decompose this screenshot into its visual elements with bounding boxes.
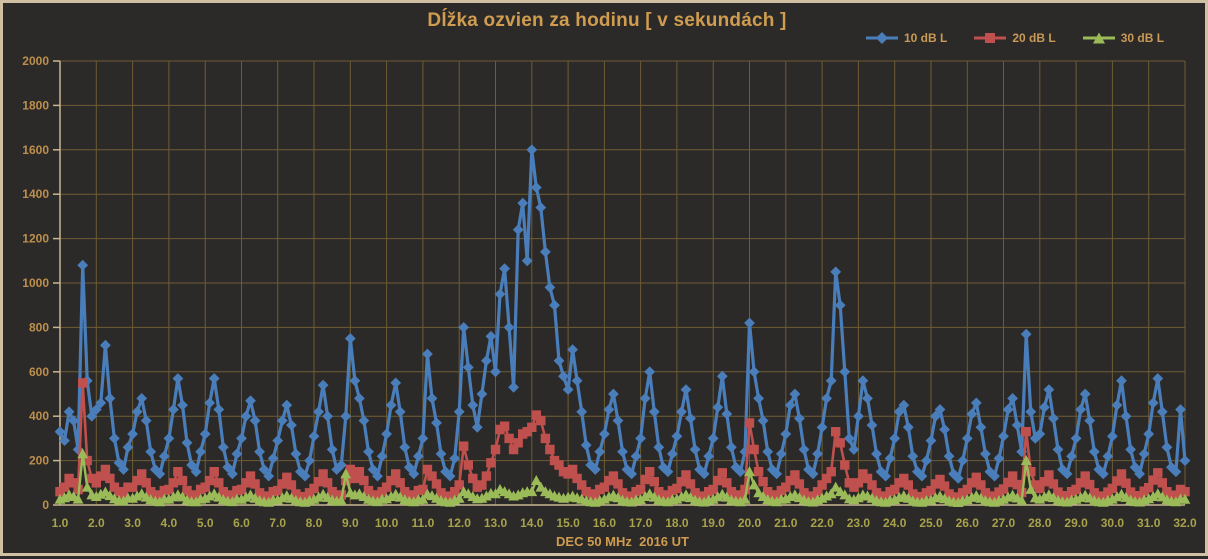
y-tick-label: 400 [29,409,49,423]
y-tick-label: 1400 [22,187,49,201]
legend-item-10dbl: 10 dB L [865,31,947,45]
x-tick-label: 30.0 [1101,516,1125,530]
x-tick-label: 6.0 [233,516,250,530]
x-tick-label: 18.0 [665,516,689,530]
y-tick-label: 1600 [22,143,49,157]
y-tick-label: 1800 [22,98,49,112]
x-tick-label: 2.0 [88,516,105,530]
gridlines [59,60,1186,505]
y-tick-label: 600 [29,365,49,379]
x-tick-label: 10.0 [375,516,399,530]
x-tick-label: 14.0 [520,516,544,530]
x-tick-label: 16.0 [593,516,617,530]
x-tick-label: 5.0 [197,516,214,530]
x-tick-label: 11.0 [412,516,435,530]
series-markers [54,448,1191,507]
x-tick-label: 8.0 [306,516,323,530]
legend: 10 dB L 20 dB L 30 dB L [865,31,1164,45]
y-tick-label: 0 [42,498,49,512]
y-tick-label: 1000 [22,276,49,290]
x-tick-label: 4.0 [161,516,178,530]
x-tick-label: 19.0 [702,516,726,530]
x-tick-label: 12.0 [448,516,472,530]
y-tick-label: 1200 [22,232,49,246]
series-20-db-l [55,378,1190,503]
diamond-marker-icon [866,32,898,44]
x-tick-label: 21.0 [774,516,798,530]
x-tick-label: 13.0 [484,516,508,530]
chart-title: Dĺžka ozvien za hodinu [ v sekundách ] [427,10,787,31]
x-tick-label: 15.0 [556,516,580,530]
y-tick-label: 800 [29,320,49,334]
x-tick-label: 24.0 [883,516,907,530]
series-30-db-l [54,448,1191,507]
x-tick-label: 32.0 [1173,516,1197,530]
x-axis-title: DEC 50 MHz 2016 UT [556,534,689,549]
series-markers [55,378,1190,503]
tick-labels: 0 200 400 600 800 1000 1200 1400 1600 1800 2000 1.0… [22,54,1197,530]
x-tick-label: 9.0 [342,516,359,530]
x-tick-label: 22.0 [810,516,834,530]
x-tick-label: 3.0 [124,516,141,530]
triangle-marker-icon [1082,32,1115,44]
x-tick-label: 26.0 [956,516,980,530]
x-tick-label: 20.0 [738,516,762,530]
legend-label-20dbl: 20 dB L [1012,31,1056,45]
legend-label-10dbl: 10 dB L [904,31,948,45]
x-tick-label: 23.0 [847,516,871,530]
y-tick-label: 2000 [22,54,49,68]
x-tick-label: 29.0 [1064,516,1088,530]
legend-label-30dbl: 30 dB L [1120,31,1165,45]
legend-item-20dbl: 20 dB L [973,31,1056,45]
x-tick-label: 28.0 [1028,516,1052,530]
x-tick-label: 1.0 [52,516,69,530]
y-tick-label: 200 [29,454,49,468]
series-10-db-l [54,144,1191,484]
x-tick-label: 27.0 [992,516,1016,530]
x-tick-label: 7.0 [269,516,286,530]
x-tick-label: 31.0 [1137,516,1161,530]
x-tick-label: 25.0 [919,516,943,530]
square-marker-icon [974,33,1007,43]
x-tick-label: 17.0 [629,516,653,530]
chart-plot-area: 0 200 400 600 800 1000 1200 1400 1600 1800 2000 1.0… [22,54,1197,530]
legend-item-30dbl: 30 dB L [1082,31,1164,45]
